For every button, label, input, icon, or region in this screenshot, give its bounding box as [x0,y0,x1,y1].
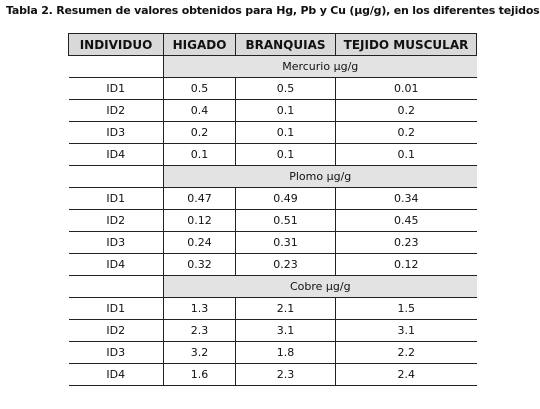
blank-cell [68,275,164,298]
row-label: ID4 [68,143,164,166]
cell: 1.8 [235,341,336,364]
column-header: HIGADO [163,33,236,56]
blank-cell [68,55,164,78]
cell: 0.5 [235,77,336,100]
cell: 1.6 [163,363,236,386]
row-label: ID1 [68,77,164,100]
row-label: ID2 [68,99,164,122]
cell: 0.1 [235,143,336,166]
cell: 0.23 [235,253,336,276]
cell: 0.47 [163,187,236,210]
section-row: Mercurio µg/g [68,55,477,78]
section-row: Cobre µg/g [68,275,477,298]
cell: 0.31 [235,231,336,254]
cell: 0.34 [335,187,477,210]
row-label: ID3 [68,121,164,144]
cell: 2.3 [235,363,336,386]
cell: 0.4 [163,99,236,122]
blank-cell [68,165,164,188]
cell: 0.23 [335,231,477,254]
cell: 0.12 [335,253,477,276]
row-label: ID4 [68,363,164,386]
cell: 0.12 [163,209,236,232]
cell: 0.32 [163,253,236,276]
data-row: ID1 0.5 0.5 0.01 [68,77,477,100]
data-row: ID1 1.3 2.1 1.5 [68,297,477,320]
data-row: ID2 0.12 0.51 0.45 [68,209,477,232]
cell: 0.1 [163,143,236,166]
data-table: INDIVIDUO HIGADO BRANQUIAS TEJIDO MUSCULAR … [68,33,477,386]
section-label: Plomo µg/g [163,165,477,188]
cell: 1.3 [163,297,236,320]
cell: 2.2 [335,341,477,364]
row-label: ID1 [68,187,164,210]
cell: 0.2 [335,121,477,144]
cell: 1.5 [335,297,477,320]
column-header: TEJIDO MUSCULAR [335,33,477,56]
row-label: ID3 [68,341,164,364]
cell: 0.24 [163,231,236,254]
data-row: ID3 0.24 0.31 0.23 [68,231,477,254]
section-row: Plomo µg/g [68,165,477,188]
data-row: ID4 0.32 0.23 0.12 [68,253,477,276]
cell: 2.1 [235,297,336,320]
cell: 0.2 [335,99,477,122]
cell: 0.1 [235,99,336,122]
data-row: ID2 2.3 3.1 3.1 [68,319,477,342]
cell: 3.1 [235,319,336,342]
table-title: Tabla 2. Resumen de valores obtenidos pa… [6,4,540,17]
row-label: ID3 [68,231,164,254]
section-label: Cobre µg/g [163,275,477,298]
cell: 3.2 [163,341,236,364]
cell: 3.1 [335,319,477,342]
data-row: ID4 1.6 2.3 2.4 [68,363,477,386]
data-row: ID2 0.4 0.1 0.2 [68,99,477,122]
cell: 0.1 [235,121,336,144]
cell: 0.49 [235,187,336,210]
data-row: ID3 0.2 0.1 0.2 [68,121,477,144]
cell: 2.4 [335,363,477,386]
data-row: ID4 0.1 0.1 0.1 [68,143,477,166]
header-row: INDIVIDUO HIGADO BRANQUIAS TEJIDO MUSCULAR [68,33,477,56]
cell: 0.45 [335,209,477,232]
row-label: ID2 [68,319,164,342]
section-label: Mercurio µg/g [163,55,477,78]
table-body: Mercurio µg/g ID1 0.5 0.5 0.01 ID2 0.4 0.1 0.2 ID… [68,55,477,386]
cell: 2.3 [163,319,236,342]
row-label: ID4 [68,253,164,276]
data-row: ID3 3.2 1.8 2.2 [68,341,477,364]
cell: 0.51 [235,209,336,232]
cell: 0.1 [335,143,477,166]
cell: 0.2 [163,121,236,144]
row-label: ID1 [68,297,164,320]
cell: 0.5 [163,77,236,100]
column-header: BRANQUIAS [235,33,336,56]
row-label: ID2 [68,209,164,232]
data-row: ID1 0.47 0.49 0.34 [68,187,477,210]
column-header: INDIVIDUO [68,33,164,56]
cell: 0.01 [335,77,477,100]
